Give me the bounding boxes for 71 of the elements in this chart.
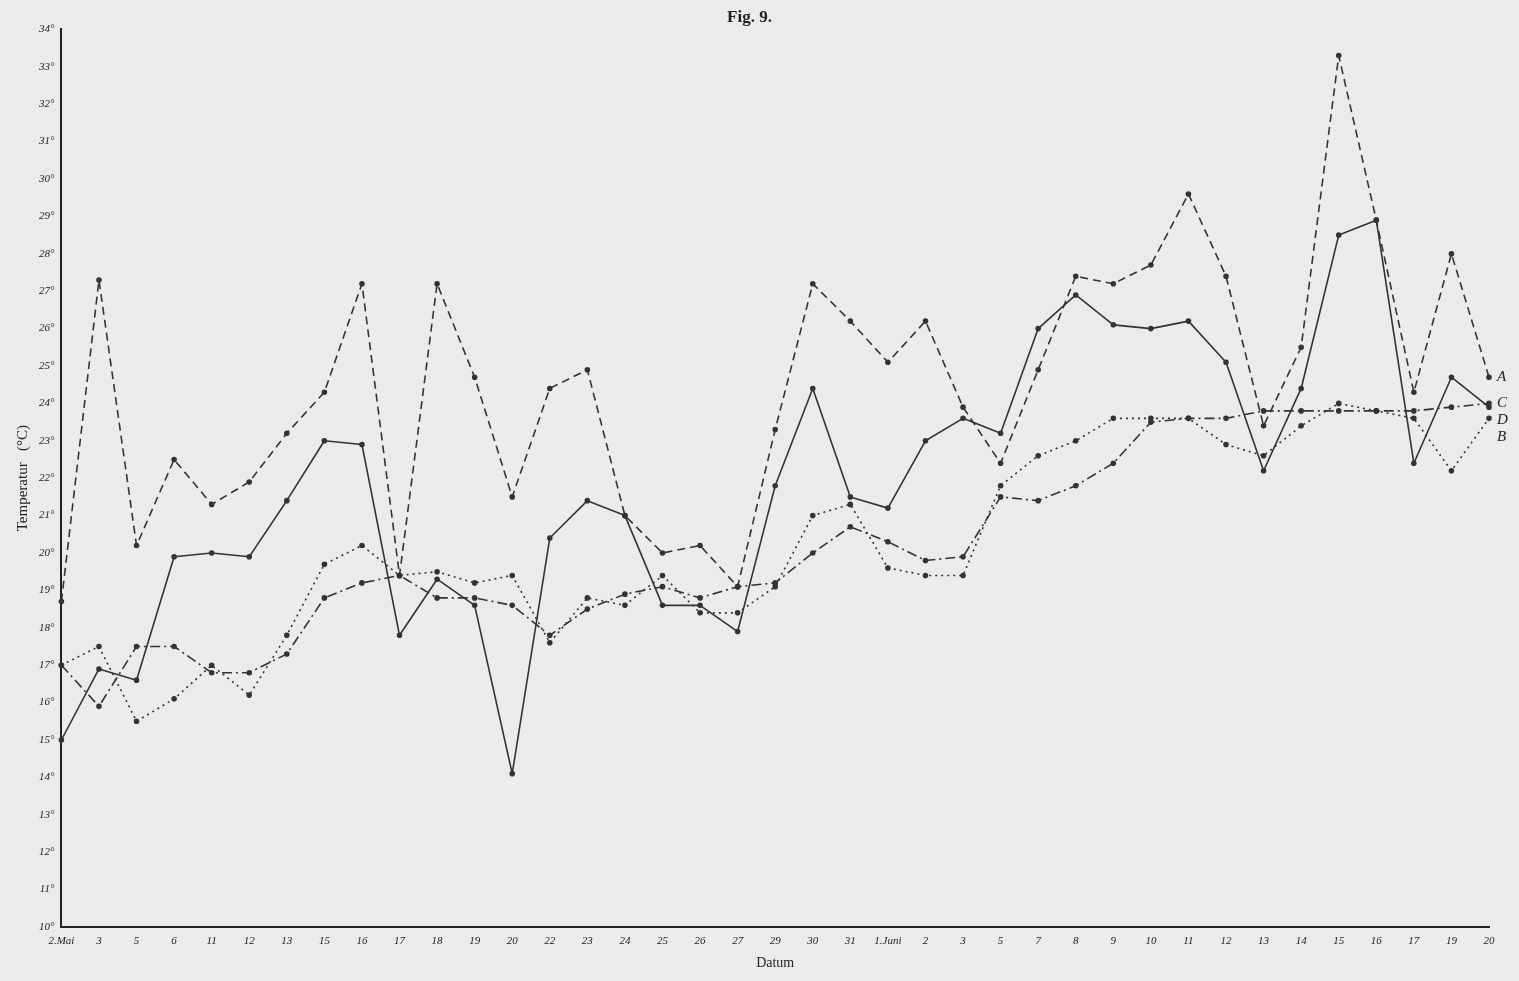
x-tick-label: 13 — [281, 934, 293, 947]
x-tick-label: 27 — [732, 934, 744, 947]
x-tick-label: 15 — [318, 934, 331, 947]
y-axis-title: Temperatur (°C) — [13, 425, 31, 532]
x-tick-label: 30 — [806, 934, 819, 947]
y-tick-label: 18° — [38, 620, 55, 633]
y-tick-label: 16° — [38, 695, 55, 708]
chart-title: Fig. 9. — [727, 6, 772, 26]
x-tick-label: 20 — [1483, 934, 1495, 947]
y-tick-label: 24° — [38, 396, 55, 409]
x-tick-label: 16 — [356, 934, 368, 947]
y-tick-label: 33° — [37, 59, 55, 72]
y-tick-label: 21° — [38, 508, 55, 521]
x-tick-label: 20 — [506, 934, 519, 947]
x-tick-label: 15 — [1333, 934, 1345, 947]
x-tick-label: 5 — [133, 934, 140, 947]
series-label: B — [1497, 428, 1507, 445]
x-tick-label: 17 — [1408, 934, 1420, 947]
y-tick-label: 10° — [38, 919, 55, 932]
x-tick-label: 2 — [922, 934, 929, 947]
x-tick-label: 8 — [1073, 934, 1079, 947]
x-tick-label: 25 — [656, 934, 669, 947]
x-tick-label: 5 — [997, 934, 1004, 947]
y-tick-label: 13° — [38, 807, 55, 820]
x-tick-label: 10 — [1145, 934, 1157, 947]
y-tick-label: 19° — [38, 583, 55, 596]
y-tick-label: 14° — [38, 770, 55, 783]
x-tick-label: 12 — [243, 934, 256, 947]
x-tick-label: 16 — [1370, 934, 1383, 947]
x-tick-label: 18 — [431, 934, 444, 947]
x-tick-label: 29 — [769, 934, 782, 947]
y-tick-label: 32° — [37, 97, 55, 110]
x-tick-label: 24 — [619, 934, 631, 947]
x-tick-label: 22 — [544, 934, 556, 947]
x-tick-label: 31 — [843, 934, 856, 947]
y-tick-label: 12° — [38, 845, 55, 858]
x-axis-title: Datum — [756, 955, 795, 971]
y-tick-label: 20° — [38, 545, 55, 558]
x-tick-label: 17 — [394, 934, 406, 947]
x-tick-label: 14 — [1295, 934, 1308, 947]
x-tick-label: 26 — [694, 934, 707, 947]
y-tick-label: 17° — [38, 658, 55, 671]
x-tick-label: 13 — [1258, 934, 1270, 947]
y-tick-label: 23° — [38, 433, 55, 446]
x-tick-label: 1.Juni — [874, 934, 902, 947]
y-tick-label: 34° — [37, 22, 55, 35]
y-tick-label: 22° — [38, 471, 55, 484]
y-tick-label: 11° — [39, 882, 55, 895]
x-tick-label: 9 — [1110, 934, 1117, 947]
y-tick-label: 29° — [38, 209, 55, 222]
y-tick-label: 30° — [37, 171, 55, 184]
x-tick-label: 7 — [1035, 934, 1042, 947]
x-tick-label: 11 — [1183, 934, 1194, 947]
x-tick-label: 23 — [581, 934, 594, 947]
x-tick-label: 2.Mai — [48, 934, 75, 947]
x-tick-label: 6 — [171, 934, 178, 947]
y-tick-label: 28° — [38, 246, 55, 259]
x-tick-label: 3 — [959, 934, 967, 947]
y-tick-label: 26° — [38, 321, 55, 334]
series-label: C — [1497, 394, 1508, 411]
series-label: A — [1496, 368, 1507, 385]
series-label: D — [1496, 411, 1508, 428]
x-tick-label: 11 — [206, 934, 217, 947]
y-tick-label: 31° — [37, 134, 55, 147]
x-tick-label: 19 — [1445, 934, 1458, 947]
y-tick-label: 27° — [38, 284, 55, 297]
x-tick-label: 12 — [1220, 934, 1233, 947]
x-tick-label: 19 — [469, 934, 481, 947]
y-tick-label: 25° — [38, 358, 55, 371]
x-tick-label: 3 — [95, 934, 103, 947]
y-tick-label: 15° — [38, 732, 55, 745]
